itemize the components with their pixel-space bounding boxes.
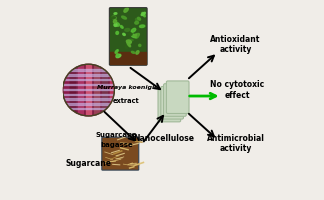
Ellipse shape (115, 50, 118, 53)
Ellipse shape (129, 41, 131, 43)
Text: Sugarcane: Sugarcane (96, 132, 137, 138)
FancyBboxPatch shape (110, 8, 147, 65)
Bar (63, 64, 67, 116)
Ellipse shape (126, 40, 131, 43)
Bar (63, 103, 114, 105)
Text: Antioxidant
activity: Antioxidant activity (210, 35, 261, 54)
FancyBboxPatch shape (110, 8, 147, 65)
Ellipse shape (121, 26, 123, 28)
Bar (63, 69, 114, 71)
Text: Sugarcane: Sugarcane (65, 159, 111, 168)
Ellipse shape (124, 8, 128, 12)
Ellipse shape (112, 16, 116, 19)
Ellipse shape (134, 34, 136, 37)
FancyBboxPatch shape (102, 137, 139, 170)
Bar (102, 64, 107, 116)
Ellipse shape (135, 34, 139, 36)
Ellipse shape (114, 13, 117, 14)
Bar (110, 64, 115, 116)
Ellipse shape (125, 28, 130, 31)
Text: Murraya koenigii: Murraya koenigii (97, 85, 156, 90)
Ellipse shape (127, 42, 131, 47)
Bar (63, 74, 114, 76)
Ellipse shape (140, 25, 145, 28)
Bar (63, 89, 114, 90)
Ellipse shape (129, 39, 133, 41)
Ellipse shape (116, 54, 121, 58)
Bar (63, 108, 114, 109)
Ellipse shape (141, 12, 145, 15)
Ellipse shape (135, 18, 138, 21)
Ellipse shape (136, 51, 139, 54)
Ellipse shape (142, 12, 145, 17)
Bar (63, 94, 114, 95)
Ellipse shape (114, 23, 117, 26)
Ellipse shape (132, 51, 135, 53)
Bar (63, 98, 114, 100)
Text: bagasse: bagasse (100, 142, 133, 148)
Ellipse shape (125, 45, 128, 48)
Ellipse shape (131, 34, 136, 38)
Bar (78, 64, 83, 116)
Ellipse shape (135, 21, 138, 24)
Ellipse shape (129, 33, 132, 35)
Ellipse shape (115, 23, 119, 26)
Text: extract: extract (113, 98, 140, 104)
Ellipse shape (110, 17, 115, 19)
FancyBboxPatch shape (158, 89, 181, 122)
Ellipse shape (116, 54, 119, 57)
Ellipse shape (116, 31, 119, 34)
Ellipse shape (122, 16, 126, 19)
Bar (63, 79, 114, 80)
Bar (63, 84, 114, 85)
Ellipse shape (131, 28, 136, 32)
FancyBboxPatch shape (164, 84, 186, 116)
Bar (70, 64, 75, 116)
Text: Nanocellulose: Nanocellulose (133, 134, 194, 143)
Ellipse shape (123, 33, 125, 35)
FancyBboxPatch shape (166, 81, 189, 114)
Ellipse shape (113, 20, 117, 23)
Circle shape (63, 64, 114, 116)
FancyBboxPatch shape (161, 86, 183, 119)
Bar (94, 64, 99, 116)
Text: No cytotoxic
effect: No cytotoxic effect (210, 80, 265, 100)
Ellipse shape (135, 33, 139, 38)
Bar (86, 64, 91, 116)
Ellipse shape (138, 17, 141, 20)
Circle shape (63, 64, 114, 116)
Text: Antimicrobial
activity: Antimicrobial activity (206, 134, 264, 153)
Bar (110, 52, 146, 64)
Ellipse shape (139, 44, 141, 46)
